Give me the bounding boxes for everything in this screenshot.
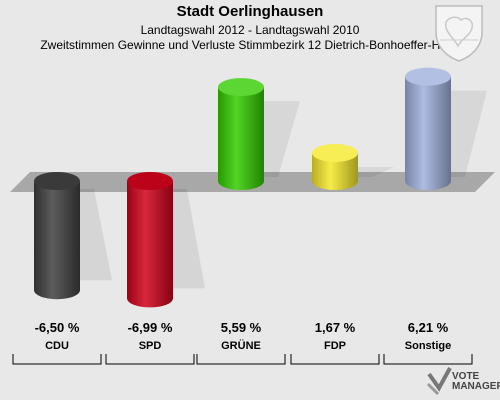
- votemanager-logo-icon: [426, 367, 452, 396]
- logo-line-vote: VOTE: [452, 371, 480, 382]
- value-label-fdp: 1,67 %: [314, 320, 356, 335]
- chart-title: Stadt Oerlinghausen: [176, 3, 324, 20]
- category-label-grüne: GRÜNE: [221, 340, 261, 352]
- category-label-cdu: CDU: [45, 340, 69, 352]
- votemanager-logo: VOTE MANAGER: [452, 372, 500, 392]
- chart-subtitle: Landtagswahl 2012 - Landtagswahl 2010: [140, 23, 360, 37]
- category-label-spd: SPD: [138, 340, 162, 352]
- category-bracket-cdu: [12, 354, 102, 365]
- value-label-sonstige: 6,21 %: [407, 320, 449, 335]
- category-bracket-spd: [105, 354, 195, 365]
- city-crest-icon: [435, 5, 483, 62]
- bar-fdp: [312, 143, 394, 190]
- category-label-sonstige: Sonstige: [404, 340, 452, 352]
- category-bracket-sonstige: [383, 354, 473, 365]
- value-label-grüne: 5,59 %: [220, 320, 262, 335]
- bar-spd: [127, 172, 205, 308]
- value-label-cdu: -6,50 %: [34, 320, 80, 335]
- category-bracket-grüne: [196, 354, 286, 365]
- category-label-fdp: FDP: [324, 340, 346, 352]
- logo-line-manager: MANAGER: [452, 381, 500, 392]
- bar-grüne: [218, 78, 300, 190]
- value-label-spd: -6,99 %: [127, 320, 173, 335]
- chart-subtitle-detail: Zweitstimmen Gewinne und Verluste Stimmb…: [40, 38, 460, 52]
- bar-sonstige: [405, 67, 487, 190]
- category-bracket-fdp: [290, 354, 380, 365]
- bar-cdu: [34, 172, 112, 300]
